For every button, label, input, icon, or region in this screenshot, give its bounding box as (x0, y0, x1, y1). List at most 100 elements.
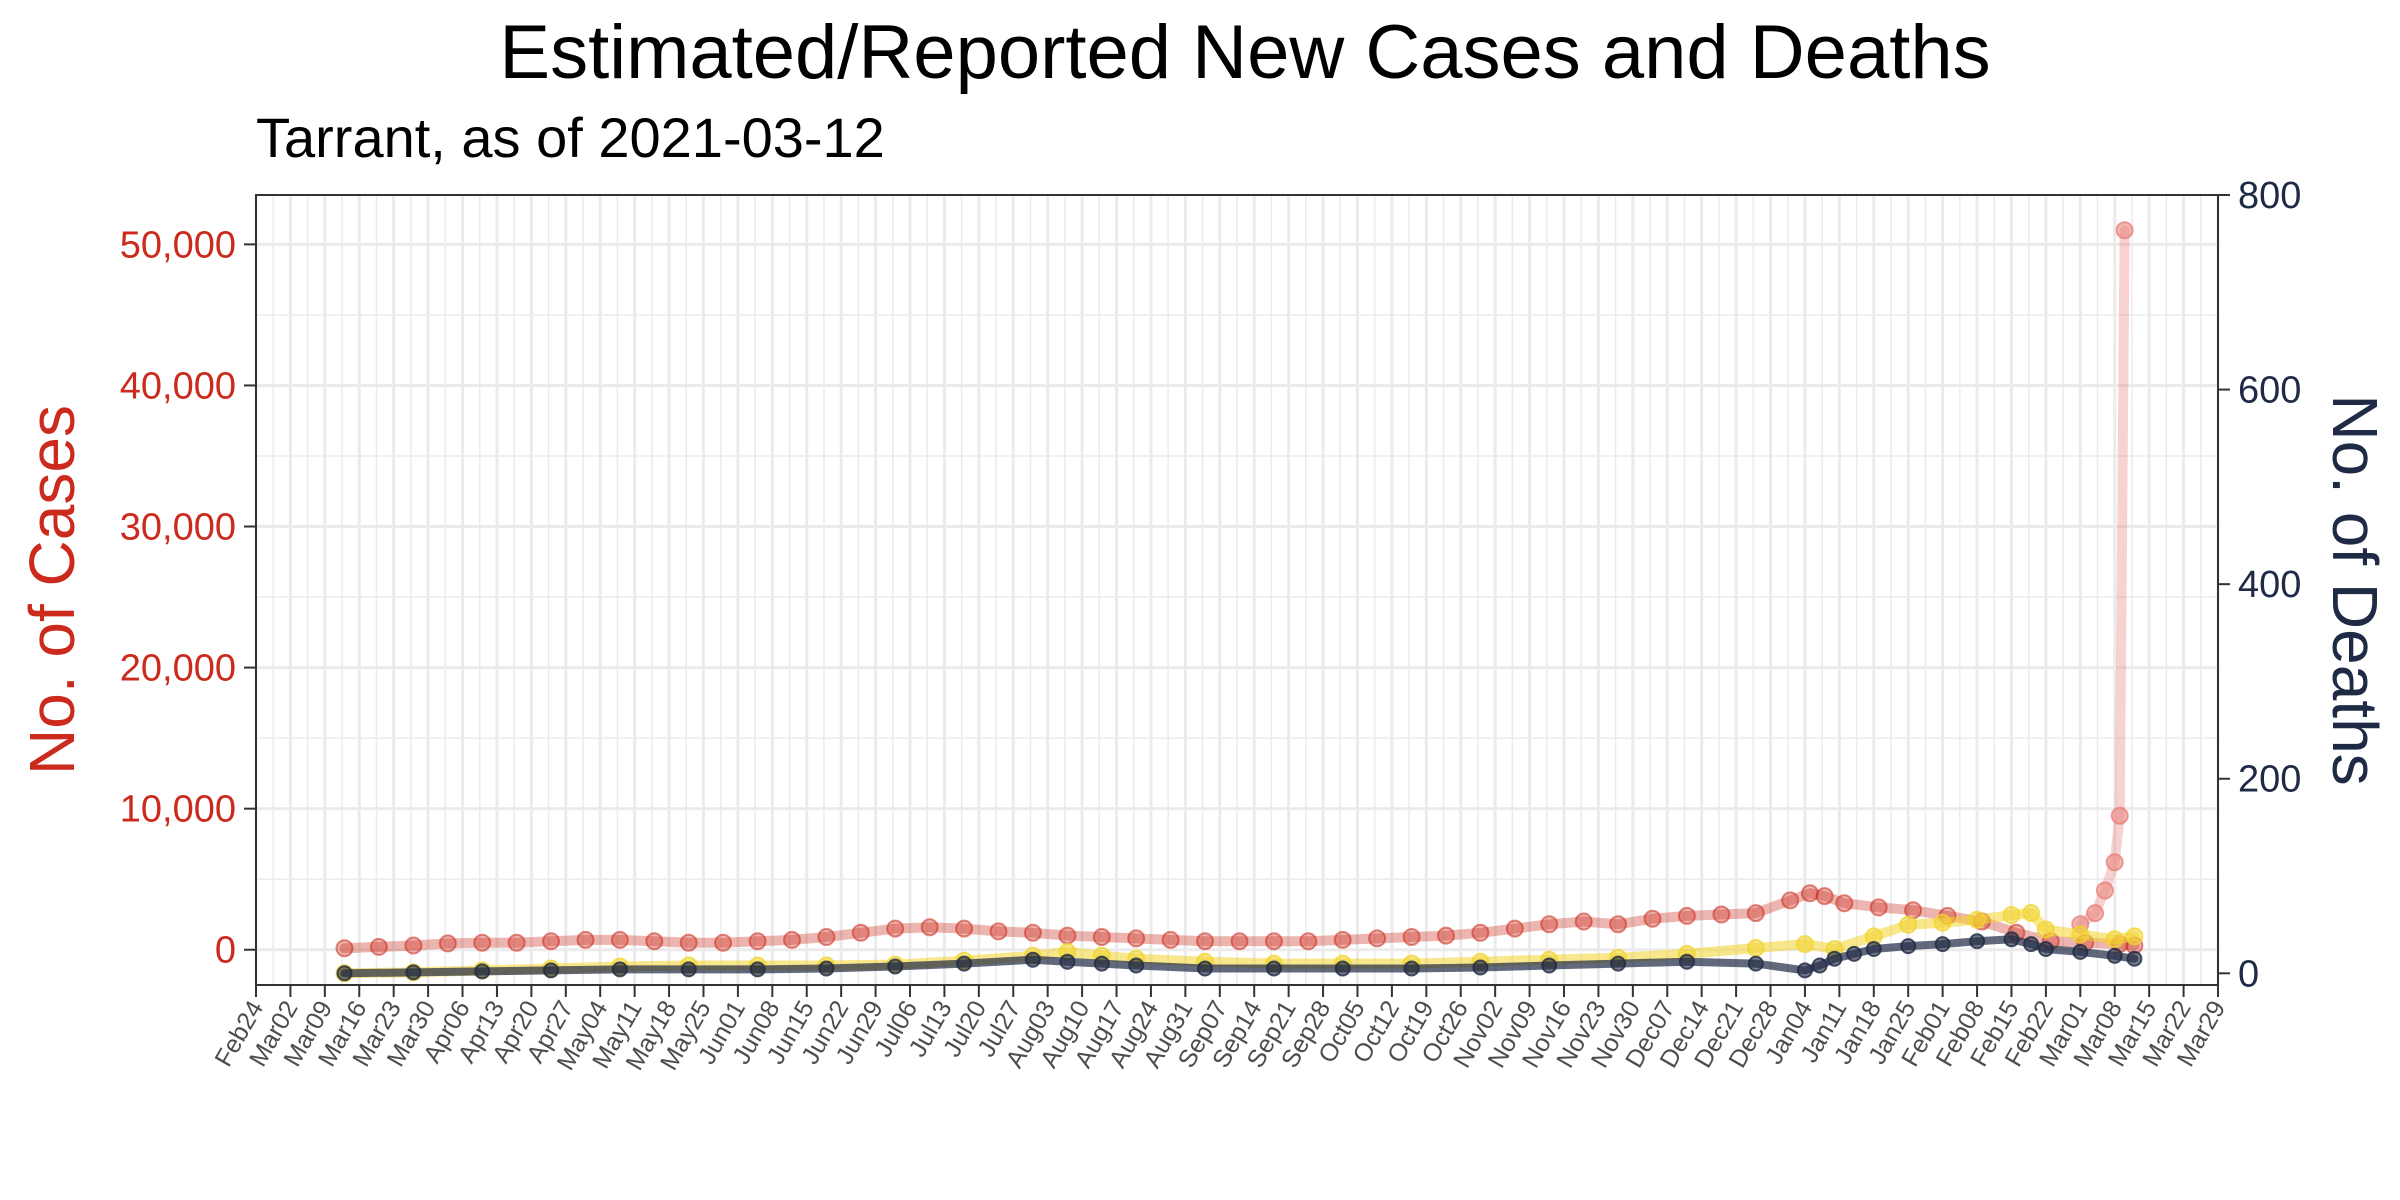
series-point-0 (1023, 923, 1042, 942)
series-point-3 (543, 962, 559, 979)
series-point-3 (818, 960, 835, 977)
series-point-0 (1505, 919, 1524, 938)
series-point-3 (2037, 941, 2054, 957)
series-point-3 (1796, 962, 1813, 979)
y-left-tick-label: 50,000 (120, 224, 236, 266)
series-point-3 (1024, 951, 1041, 968)
series-point-0 (1299, 932, 1318, 951)
series-point-0 (1333, 930, 1352, 949)
series-point-3 (611, 961, 628, 978)
series-point-0 (1402, 928, 1421, 946)
series-point-0 (335, 939, 354, 958)
y-axis-left-label: No. of Cases (16, 405, 88, 775)
series-point-0 (1746, 904, 1765, 923)
series-point-2 (2071, 925, 2090, 944)
series-point-0 (920, 918, 939, 937)
series-point-0 (955, 919, 974, 938)
series-point-3 (1969, 933, 1986, 950)
y-right-tick-label: 0 (2238, 953, 2259, 995)
series-point-3 (1403, 960, 1420, 977)
series-point-3 (2023, 936, 2040, 953)
series-point-0 (369, 937, 388, 956)
series-point-3 (1093, 955, 1110, 972)
series-point-3 (2106, 947, 2123, 964)
series-point-3 (1472, 959, 1489, 976)
series-point-2 (1968, 910, 1987, 929)
series-point-0 (1058, 926, 1077, 945)
series-point-0 (1540, 915, 1559, 934)
series-point-2 (1933, 913, 1952, 932)
series-point-0 (886, 919, 905, 938)
y-axis-right-label: No. of Deaths (2319, 394, 2391, 785)
series-point-0 (473, 933, 492, 952)
series-point-3 (336, 965, 353, 982)
series-point-0 (851, 923, 870, 942)
series-point-0 (576, 930, 595, 949)
series-point-3 (474, 963, 491, 980)
data-series (335, 221, 2144, 983)
series-point-1 (2095, 881, 2114, 900)
series-point-3 (1678, 953, 1695, 970)
grid-lines (254, 195, 2220, 985)
series-point-3 (1541, 957, 1558, 974)
series-point-3 (1128, 957, 1145, 974)
series-point-3 (1826, 950, 1843, 967)
series-point-3 (1334, 960, 1351, 977)
series-point-3 (2126, 950, 2143, 967)
chart-subtitle: Tarrant, as of 2021-03-12 (256, 106, 885, 169)
series-point-0 (679, 933, 698, 952)
y-right-tick-label: 400 (2238, 564, 2301, 606)
series-point-0 (1869, 898, 1888, 917)
series-point-0 (1712, 905, 1731, 924)
y-right-tick-label: 200 (2238, 759, 2301, 801)
plot-panel-border (255, 194, 2219, 986)
series-point-2 (1795, 935, 1814, 954)
series-point-0 (748, 932, 767, 951)
series-point-0 (817, 928, 836, 946)
series-point-3 (1265, 960, 1282, 977)
y-left-tick-label: 0 (215, 930, 236, 972)
series-point-0 (1815, 887, 1834, 906)
series-point-2 (2022, 904, 2041, 922)
series-point-0 (1264, 932, 1283, 951)
series-point-0 (1643, 909, 1662, 928)
series-point-0 (645, 932, 664, 951)
series-point-1 (2105, 853, 2124, 872)
series-point-2 (2105, 930, 2124, 949)
series-point-3 (1610, 955, 1627, 972)
y-right-tick-label: 600 (2238, 370, 2301, 412)
series-point-2 (2002, 906, 2021, 924)
series-point-3 (1197, 960, 1213, 977)
series-point-3 (1900, 938, 1917, 955)
y-left-tick-label: 30,000 (120, 507, 236, 549)
series-point-0 (1574, 912, 1593, 931)
series-point-3 (1934, 936, 1951, 953)
series-point-1 (2086, 904, 2105, 923)
series-point-0 (1196, 932, 1214, 951)
series-point-0 (1677, 906, 1696, 925)
series-point-3 (1811, 957, 1828, 974)
series-point-0 (1437, 926, 1455, 945)
series-point-0 (404, 936, 423, 955)
series-point-0 (783, 930, 801, 949)
chart-title: Estimated/Reported New Cases and Deaths (499, 10, 1990, 95)
series-point-0 (610, 930, 629, 949)
series-point-3 (405, 964, 422, 981)
y-left-tick-label: 20,000 (120, 648, 236, 690)
series-point-0 (989, 922, 1008, 941)
series-point-3 (2072, 943, 2089, 960)
series-point-0 (1609, 915, 1628, 934)
series-point-1 (2115, 221, 2134, 240)
series-point-3 (2003, 931, 2020, 948)
series-line-0 (339, 888, 2140, 954)
series-point-0 (438, 934, 457, 953)
y-right-tick-label: 800 (2238, 175, 2301, 217)
series-point-3 (1846, 945, 1863, 962)
series-point-0 (1835, 894, 1854, 913)
series-point-0 (1127, 929, 1146, 948)
series-point-0 (1781, 891, 1800, 910)
axes: 0 10,000 20,000 30,000 40,000 50,000 0 200 400 60… (120, 175, 2302, 1075)
series-point-2 (2036, 920, 2055, 939)
series-point-2 (2125, 927, 2144, 946)
